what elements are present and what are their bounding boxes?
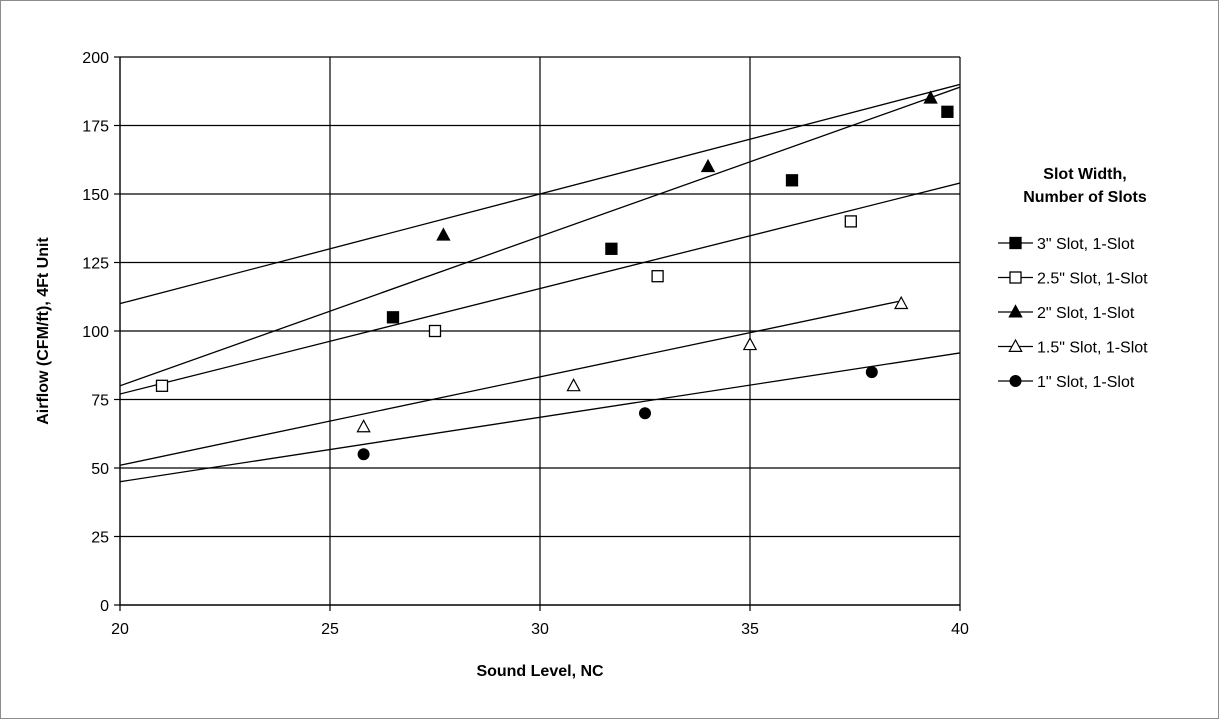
legend-title-line: Number of Slots (1023, 189, 1147, 206)
data-point-series-3 (566, 378, 581, 392)
y-tick-label: 75 (91, 393, 109, 410)
legend-item: 2.5" Slot, 1-Slot (998, 271, 1148, 288)
legend-item: 3" Slot, 1-Slot (998, 236, 1135, 253)
data-point-series-0 (386, 311, 400, 324)
trendline-series-1 (120, 182, 960, 395)
legend-label: 1" Slot, 1-Slot (1037, 374, 1135, 391)
trendline-series-3 (120, 300, 902, 466)
data-point-series-0 (785, 174, 799, 187)
data-point-series-3 (894, 295, 909, 310)
data-point-series-2 (436, 227, 451, 241)
axes: 0 25 50 75 100 125 150 175 200 20 25 30 35 40 Sound Le… (35, 50, 969, 680)
y-tick-label: 0 (100, 598, 109, 615)
data-point-series-4 (357, 448, 370, 461)
trendline-series-2 (120, 83, 960, 305)
data-point-series-4 (639, 407, 651, 420)
x-axis-title: Sound Level, NC (476, 663, 604, 680)
data-point-series-4 (865, 366, 878, 379)
x-tick-label: 20 (111, 621, 129, 638)
trendline-series-4 (120, 352, 960, 483)
legend-label: 3" Slot, 1-Slot (1037, 236, 1135, 253)
legend-label: 2" Slot, 1-Slot (1037, 305, 1135, 322)
legend-marker (1009, 271, 1022, 284)
data-point-series-1 (844, 215, 857, 228)
legend-marker (1009, 375, 1022, 387)
series-1 (120, 182, 960, 395)
legend-item: 2" Slot, 1-Slot (998, 304, 1135, 322)
series-0 (120, 86, 960, 387)
series-layer (120, 83, 960, 483)
y-tick-label: 200 (82, 50, 109, 67)
data-point-series-1 (155, 379, 169, 392)
x-tick-label: 35 (741, 621, 759, 638)
trendline-series-0 (120, 86, 960, 387)
data-point-series-1 (651, 270, 664, 283)
legend-label: 1.5" Slot, 1-Slot (1037, 340, 1148, 357)
data-point-series-3 (356, 419, 371, 433)
data-point-series-1 (428, 324, 442, 338)
y-tick-label: 25 (91, 530, 109, 547)
data-point-series-2 (923, 90, 938, 104)
legend-label: 2.5" Slot, 1-Slot (1037, 271, 1148, 288)
x-tick-label: 40 (951, 621, 969, 638)
legend: Slot Width, Number of Slots 3" Slot, 1-Slo… (998, 166, 1148, 391)
y-tick-label: 150 (82, 187, 109, 204)
legend-item: 1" Slot, 1-Slot (998, 374, 1135, 391)
legend-title-line: Slot Width, (1043, 166, 1126, 183)
y-tick-label: 125 (82, 256, 109, 273)
data-point-series-3 (742, 336, 758, 351)
x-tick-label: 30 (531, 621, 549, 638)
legend-item: 1.5" Slot, 1-Slot (998, 338, 1148, 357)
y-tick-label: 50 (91, 461, 109, 478)
series-3 (120, 300, 902, 466)
y-tick-label: 100 (82, 324, 109, 341)
data-point-series-2 (700, 158, 716, 173)
data-point-series-0 (941, 105, 954, 118)
y-axis-title: Airflow (CFM/ft), 4Ft Unit (35, 237, 52, 425)
series-4 (120, 352, 960, 483)
x-tick-label: 25 (321, 621, 339, 638)
series-2 (120, 83, 960, 305)
legend-marker (1008, 338, 1023, 352)
legend-marker (1008, 304, 1023, 318)
data-point-series-0 (605, 242, 618, 255)
legend-marker (1009, 236, 1022, 250)
y-tick-label: 175 (82, 119, 109, 136)
